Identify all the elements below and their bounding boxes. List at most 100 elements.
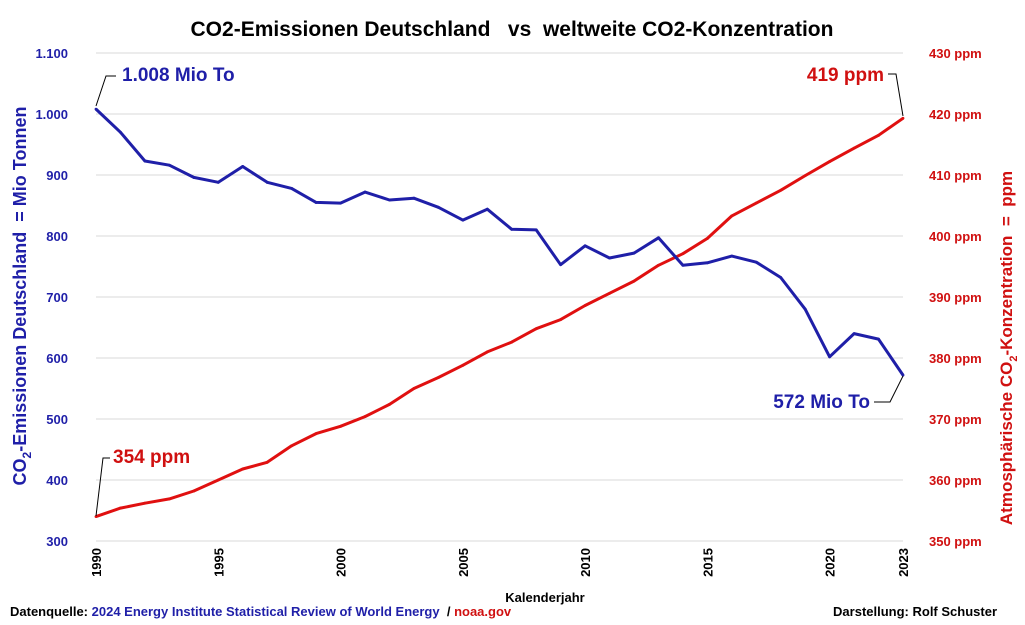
annotation-leader-blue-start — [95, 75, 116, 107]
emission-point — [412, 196, 416, 200]
right-axis-title: Atmosphärische CO2-Konzentration = ppm — [997, 171, 1020, 525]
left-tick-label: 1.100 — [35, 46, 68, 61]
concentration-point — [681, 252, 685, 256]
emission-point — [363, 190, 367, 194]
emission-point — [167, 163, 171, 167]
concentration-point — [559, 318, 563, 321]
source-noaa: noaa.gov — [454, 604, 512, 619]
annotation-blue-start: 1.008 Mio To — [122, 65, 235, 86]
emission-point — [681, 263, 685, 267]
x-tick-label: 2020 — [823, 548, 838, 577]
footer-source: Datenquelle: 2024 Energy Institute Stati… — [10, 604, 512, 619]
x-tick-label: 2015 — [700, 548, 715, 577]
emission-point — [192, 176, 196, 179]
right-axis-ticks: 350 ppm 360 ppm 370 ppm 380 ppm 390 ppm 400 p… — [929, 46, 982, 549]
right-tick-label: 420 ppm — [929, 107, 982, 122]
concentration-point — [901, 116, 905, 120]
annotation-leader-red-start — [95, 457, 110, 517]
concentration-point — [852, 146, 856, 150]
concentration-point — [632, 279, 636, 283]
footer-author: Darstellung: Rolf Schuster — [833, 604, 997, 619]
emission-point — [241, 165, 245, 168]
concentration-point — [730, 214, 734, 218]
concentration-point — [828, 160, 832, 163]
right-tick-label: 360 ppm — [929, 473, 982, 488]
series-co2-concentration-line — [95, 117, 904, 519]
concentration-point — [510, 340, 514, 344]
concentration-point — [877, 133, 880, 137]
x-tick-label: 2010 — [578, 548, 593, 577]
left-axis-title: CO2-Emissionen Deutschland = Mio Tonnen — [10, 107, 34, 486]
concentration-point — [583, 304, 587, 307]
concentration-point — [657, 263, 660, 267]
left-tick-label: 400 — [46, 473, 68, 488]
left-tick-label: 500 — [46, 412, 68, 427]
source-energy-institute: 2024 Energy Institute Statistical Review… — [92, 604, 441, 619]
left-tick-label: 700 — [46, 290, 68, 305]
annotation-leader-blue-end — [874, 375, 904, 403]
concentration-point — [485, 350, 489, 354]
emission-point — [559, 263, 563, 267]
emission-point — [608, 256, 611, 260]
right-tick-label: 380 ppm — [929, 351, 982, 366]
chart-title: CO2-Emissionen Deutschland vs weltweite … — [191, 18, 834, 41]
emission-point — [657, 236, 660, 240]
right-tick-label: 390 ppm — [929, 290, 982, 305]
emission-point — [828, 355, 832, 359]
emission-point — [94, 107, 98, 111]
emission-point — [339, 201, 342, 205]
emission-point — [216, 180, 220, 184]
concentration-point — [388, 402, 391, 406]
emission-point — [265, 180, 269, 184]
annotation-leader-red-end — [888, 73, 904, 117]
concentration-point — [119, 506, 122, 510]
concentration-point — [608, 291, 611, 295]
emission-point — [754, 260, 758, 264]
concentration-point — [94, 515, 98, 518]
emission-point — [852, 332, 856, 335]
right-tick-label: 430 ppm — [929, 46, 982, 61]
emission-point — [485, 207, 489, 211]
emission-point — [534, 228, 538, 232]
concentration-point — [705, 237, 709, 240]
right-axis-title-subscript: 2 — [1008, 356, 1020, 362]
left-tick-label: 1.000 — [35, 107, 68, 122]
concentration-point — [143, 501, 147, 505]
emission-point — [461, 218, 465, 222]
annotation-red-start: 354 ppm — [113, 447, 190, 468]
emission-point — [705, 261, 709, 265]
x-tick-label: 2023 — [896, 548, 911, 577]
concentration-point — [265, 460, 269, 464]
emission-point — [877, 337, 880, 341]
x-axis-title: Kalenderjahr — [505, 590, 584, 605]
concentration-point — [363, 415, 367, 418]
concentration-point — [412, 387, 416, 390]
annotation-blue-end: 572 Mio To — [773, 392, 870, 413]
right-tick-label: 350 ppm — [929, 534, 982, 549]
emission-point — [119, 130, 122, 134]
right-tick-label: 370 ppm — [929, 412, 982, 427]
data-points — [94, 107, 905, 518]
concentration-point — [241, 467, 245, 471]
emission-point — [901, 373, 905, 377]
emission-point — [803, 307, 807, 311]
emission-point — [583, 244, 587, 248]
concentration-point — [779, 188, 783, 192]
concentration-point — [290, 444, 294, 448]
concentration-point — [754, 201, 758, 205]
emission-point — [388, 198, 391, 202]
x-tick-label: 1995 — [211, 548, 226, 577]
x-axis-ticks: 1990 1995 2000 2005 2010 2015 2020 2023 — [89, 548, 911, 577]
grid — [96, 52, 903, 542]
emission-point — [290, 187, 294, 190]
right-tick-label: 400 ppm — [929, 229, 982, 244]
concentration-point — [534, 327, 538, 331]
concentration-point — [436, 376, 440, 379]
concentration-point — [167, 497, 171, 501]
series-co2-emissions-line — [94, 108, 905, 376]
emission-point — [632, 251, 636, 255]
concentration-point — [314, 432, 318, 436]
emission-point — [779, 276, 783, 279]
x-tick-label: 1990 — [89, 548, 104, 577]
